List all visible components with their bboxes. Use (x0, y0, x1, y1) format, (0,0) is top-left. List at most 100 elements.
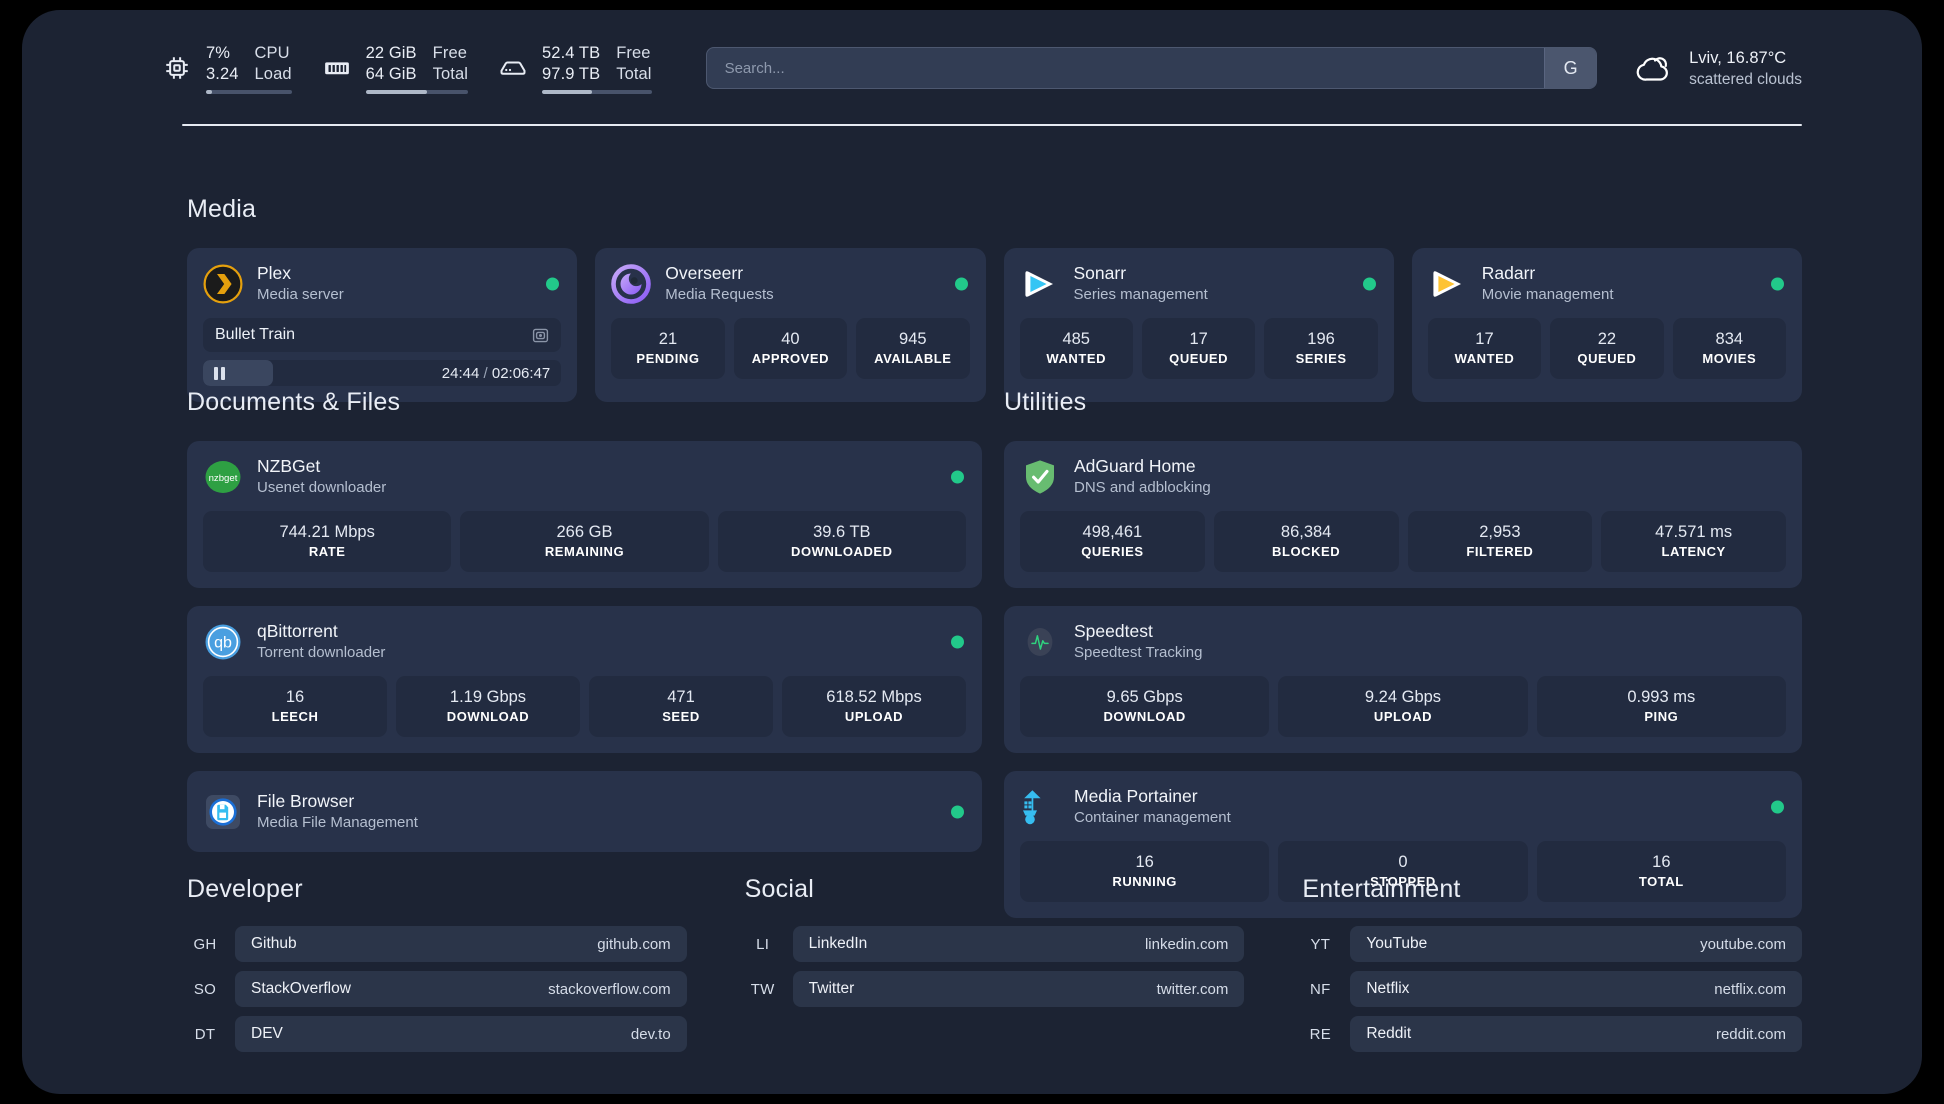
service-card-radarr[interactable]: Radarr Movie management 17 WANTED 22 QUE… (1411, 248, 1802, 402)
stat-tile[interactable]: 1.19 Gbps DOWNLOAD (396, 676, 580, 737)
stat-value: 47.571 ms (1655, 523, 1733, 541)
stat-label: TOTAL (1638, 874, 1684, 889)
bookmark-link[interactable]: Netflix netflix.com (1350, 971, 1802, 1007)
adguard-logo-icon (1020, 457, 1060, 497)
search-bar[interactable]: G (705, 47, 1598, 89)
card-stats-row: 16 LEECH 1.19 Gbps DOWNLOAD 471 SEED 6 (203, 676, 966, 737)
stat-tile[interactable]: 0.993 ms PING (1536, 676, 1786, 737)
weather-widget[interactable]: Lviv, 16.87°C scattered clouds (1633, 47, 1802, 90)
stat-tile[interactable]: 16 LEECH (203, 676, 387, 737)
stat-tile[interactable]: 485 WANTED (1019, 318, 1133, 379)
card-title: Media Portainer (1074, 786, 1198, 806)
bookmark-link[interactable]: StackOverflow stackoverflow.com (235, 971, 687, 1007)
bookmark-link[interactable]: Github github.com (235, 926, 687, 962)
stat-tile[interactable]: 21 PENDING (611, 318, 725, 379)
stat-label: AVAILABLE (874, 351, 952, 366)
status-indicator-dot (954, 277, 968, 290)
stat-tile[interactable]: 9.65 Gbps DOWNLOAD (1020, 676, 1270, 737)
stat-tile[interactable]: 9.24 Gbps UPLOAD (1278, 676, 1528, 737)
stat-tile[interactable]: 834 MOVIES (1672, 318, 1787, 379)
service-card-adguard-home[interactable]: AdGuard Home DNS and adblocking 498,461 … (1004, 441, 1802, 588)
stat-tile[interactable]: 47.571 ms LATENCY (1601, 511, 1786, 572)
stat-tile[interactable]: 744.21 Mbps RATE (203, 511, 452, 572)
list-item[interactable]: DT DEV dev.to (187, 1016, 687, 1052)
stat-tile[interactable]: 2,953 FILTERED (1407, 511, 1593, 572)
service-card-media-portainer[interactable]: Media Portainer Container management 16 … (1004, 771, 1802, 918)
status-indicator-dot (951, 470, 964, 483)
stat-tile[interactable]: 498,461 QUERIES (1020, 511, 1205, 572)
plex-progress-bar[interactable]: 24:44 / 02:06:47 (203, 360, 562, 386)
bookmark-link[interactable]: DEV dev.to (235, 1016, 687, 1052)
card-subtitle: Media Requests (665, 286, 774, 303)
service-card-qbittorrent[interactable]: qb qBittorrent Torrent downloader 16 LEE… (187, 606, 982, 753)
card-subtitle: Movie management (1481, 286, 1614, 303)
stat-tile[interactable]: 17 QUEUED (1141, 318, 1256, 379)
list-item[interactable]: GH Github github.com (187, 926, 687, 962)
list-item[interactable]: TW Twitter twitter.com (745, 971, 1245, 1007)
stat-tile[interactable]: 39.6 TB DOWNLOADED (717, 511, 966, 572)
stat-value: 498,461 (1082, 523, 1143, 541)
bookmark-link[interactable]: Reddit reddit.com (1350, 1016, 1802, 1052)
bookmark-badge: SO (193, 980, 217, 998)
card-header: qb qBittorrent Torrent downloader (203, 620, 966, 663)
card-title: Radarr (1481, 263, 1536, 283)
status-indicator-dot (951, 635, 964, 648)
memory-label-1: Free (432, 43, 467, 62)
memory-label-2: Total (432, 64, 469, 83)
cast-icon[interactable] (532, 327, 549, 344)
search-input[interactable] (706, 48, 1545, 88)
stat-value: 945 (899, 330, 927, 348)
stat-tile[interactable]: 16 TOTAL (1536, 841, 1786, 902)
card-title: NZBGet (257, 456, 321, 476)
list-item[interactable]: YT YouTube youtube.com (1302, 926, 1802, 962)
card-title: Plex (257, 263, 292, 283)
stat-value: 16 (1135, 853, 1154, 871)
service-card-speedtest[interactable]: Speedtest Speedtest Tracking 9.65 Gbps D… (1004, 606, 1802, 753)
stat-tile[interactable]: 0 STOPPED (1278, 841, 1528, 902)
stat-tile[interactable]: 618.52 Mbps UPLOAD (782, 676, 966, 737)
stat-value: 744.21 Mbps (279, 523, 375, 541)
stat-label: BLOCKED (1272, 544, 1341, 559)
stat-label: MOVIES (1702, 351, 1757, 366)
list-item[interactable]: SO StackOverflow stackoverflow.com (187, 971, 687, 1007)
bookmark-link[interactable]: Twitter twitter.com (792, 971, 1245, 1007)
cpu-widget[interactable]: 7% 3.24 CPU Load (162, 43, 292, 94)
stat-tile[interactable]: 266 GB REMAINING (460, 511, 709, 572)
stat-label: FILTERED (1466, 544, 1534, 559)
bookmark-link[interactable]: LinkedIn linkedin.com (792, 926, 1245, 962)
memory-widget[interactable]: 22 GiB 64 GiB Free Total (322, 43, 469, 94)
stat-tile[interactable]: 945 AVAILABLE (856, 318, 970, 379)
stat-tile[interactable]: 17 WANTED (1427, 318, 1542, 379)
stat-tile[interactable]: 86,384 BLOCKED (1213, 511, 1399, 572)
search-engine-button[interactable]: G (1544, 48, 1597, 88)
disk-widget[interactable]: 52.4 TB 97.9 TB Free Total (498, 43, 652, 94)
card-titles: Speedtest Speedtest Tracking (1074, 620, 1202, 663)
plex-now-playing[interactable]: Bullet Train (203, 318, 562, 352)
stat-tile[interactable]: 16 RUNNING (1020, 841, 1270, 902)
stat-tile[interactable]: 471 SEED (589, 676, 773, 737)
stat-tile[interactable]: 196 SERIES (1264, 318, 1378, 379)
documents-card-list: nzbget NZBGet Usenet downloader 744.21 M… (187, 441, 982, 852)
disk-usage-bar (542, 89, 652, 94)
list-item[interactable]: NF Netflix netflix.com (1302, 971, 1802, 1007)
cpu-label-1: CPU (254, 43, 290, 62)
bookmark-badge: DT (194, 1025, 216, 1043)
radarr-logo-icon (1428, 264, 1468, 304)
service-card-sonarr[interactable]: Sonarr Series management 485 WANTED 17 Q… (1003, 248, 1394, 402)
card-header: Plex Media server (203, 262, 561, 305)
bookmark-url: reddit.com (1715, 1025, 1786, 1043)
pause-icon[interactable] (214, 366, 225, 380)
service-card-plex[interactable]: Plex Media server Bullet Train (187, 248, 578, 402)
service-card-nzbget[interactable]: nzbget NZBGet Usenet downloader 744.21 M… (187, 441, 982, 588)
service-card-overseerr[interactable]: Overseerr Media Requests 21 PENDING 40 A… (595, 248, 986, 402)
nzbget-logo-icon: nzbget (203, 457, 243, 497)
media-section: Media Plex Media server (187, 195, 1802, 402)
stat-tile[interactable]: 40 APPROVED (733, 318, 848, 379)
stat-tile[interactable]: 22 QUEUED (1550, 318, 1664, 379)
list-item[interactable]: LI LinkedIn linkedin.com (745, 926, 1245, 962)
bookmark-link[interactable]: YouTube youtube.com (1350, 926, 1802, 962)
card-header: Radarr Movie management (1428, 262, 1786, 305)
service-card-file-browser[interactable]: File Browser Media File Management (187, 771, 982, 852)
list-item[interactable]: RE Reddit reddit.com (1302, 1016, 1802, 1052)
plex-time-separator: / (483, 364, 488, 382)
